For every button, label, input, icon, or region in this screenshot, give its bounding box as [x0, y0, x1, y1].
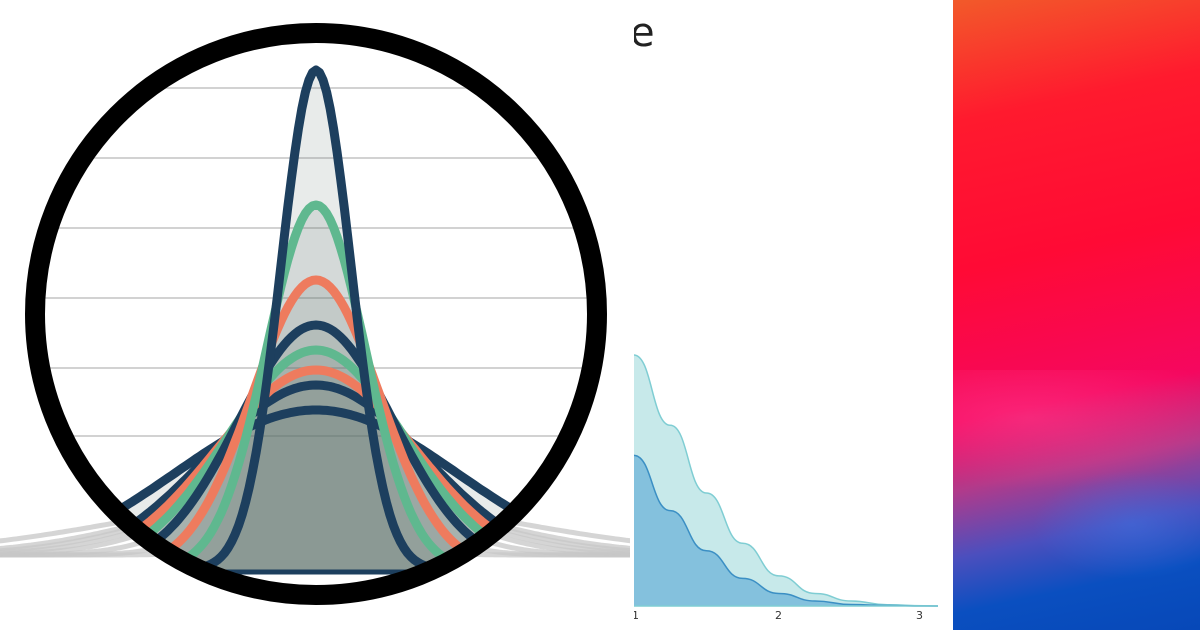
magnifier-lens [40, 38, 592, 590]
area-chart [630, 354, 939, 607]
curve-fill [40, 370, 592, 570]
curve-fill [40, 70, 592, 570]
gradient-highlight [952, 370, 1200, 490]
thumbnail-divider [630, 0, 634, 630]
right-thumbnail[interactable] [952, 0, 1200, 630]
thumbnail-divider [948, 0, 953, 630]
magnifier-ring [25, 23, 607, 605]
curve-fill [40, 280, 592, 570]
curve-fill [40, 350, 592, 570]
left-thumbnail[interactable] [0, 0, 630, 630]
grid-lines [40, 38, 592, 590]
x-tick-label: 1 [632, 609, 639, 622]
middle-thumbnail[interactable]: e 1 2 3 [630, 0, 952, 630]
magnifier-over-peaked-curves-icon [0, 23, 630, 605]
x-tick-label: 3 [916, 609, 923, 622]
x-tick-label: 2 [775, 609, 782, 622]
gradient-highlight [1032, 470, 1200, 580]
area-series-fill [634, 355, 938, 606]
curve-fill [40, 325, 592, 570]
area-series-fill [634, 455, 938, 606]
title-fragment: e [630, 10, 655, 56]
